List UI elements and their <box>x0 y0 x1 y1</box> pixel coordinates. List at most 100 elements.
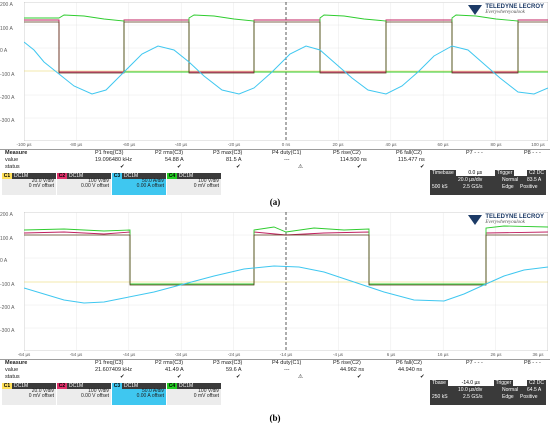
timebase-rate: 2.5 GS/s <box>463 184 483 190</box>
x-label: -80 µs <box>69 142 83 147</box>
param-header[interactable]: P3 max(C3) <box>213 150 243 156</box>
param-value: 114.500 ns <box>340 157 367 163</box>
param-header[interactable]: P7 - - - <box>466 360 483 366</box>
timebase-box[interactable]: Tbase -14.0 µs Trigger C2 DC 10.0 µs/div… <box>430 380 546 405</box>
param-header[interactable]: P2 rms(C3) <box>155 360 184 366</box>
measure-header-row: Measure P1 freq(C3) P2 rms(C3) P3 max(C3… <box>0 150 550 157</box>
param-header[interactable]: P4 duty(C1) <box>272 360 302 366</box>
y-label: 100 A <box>0 26 13 32</box>
status-icon: ✔ <box>420 164 425 170</box>
channel-offset: 0.00 V offset <box>81 183 109 190</box>
param-value: 115.477 ns <box>398 157 425 163</box>
param-header[interactable]: P4 duty(C1) <box>272 150 302 156</box>
channel-coupling: DC1M <box>122 383 166 389</box>
channel-box-C3[interactable]: C3 DC1M 50.0 A/div 0.00 A offset <box>112 383 166 405</box>
measure-table: Measure P1 freq(C3) P2 rms(C3) P3 max(C3… <box>0 360 550 384</box>
scope-panel-b: 200 A 100 A 0 A -100 A -200 A -300 A -64… <box>0 210 550 406</box>
measure-label: Measure <box>5 150 28 156</box>
logo-icon <box>468 215 483 225</box>
trigger-slope: Positive <box>520 184 538 190</box>
channel-box-C3[interactable]: C3 DC1M 50.0 A/div 0.00 A offset <box>112 173 166 195</box>
x-label: -100 µs <box>16 142 32 147</box>
trigger-label: Trigger <box>493 380 514 386</box>
channel-tag: C1 <box>2 173 12 179</box>
y-label: -100 A <box>0 72 15 78</box>
param-value: 81.5 A <box>226 157 242 163</box>
trigger-channel: C2 DC <box>526 380 546 386</box>
channel-box-C2[interactable]: C2 DC1M 100 V/div 0.00 V offset <box>57 383 111 405</box>
status-icon: ⚠ <box>298 164 303 170</box>
caption-a: (a) <box>269 197 281 207</box>
param-header[interactable]: P8 - - - <box>524 360 541 366</box>
timebase-delay: -14.0 µs <box>461 380 480 386</box>
channel-coupling: DC1M <box>67 383 111 389</box>
status-label: status <box>5 164 20 170</box>
timebase-box[interactable]: Timebase 0.0 µs Trigger C2 DC 20.0 µs/di… <box>430 170 546 195</box>
param-value: --- <box>284 157 290 163</box>
param-header[interactable]: P5 rise(C2) <box>333 360 361 366</box>
timebase-div: 10.0 µs/div <box>458 387 483 393</box>
x-label: 0 ns <box>281 142 291 147</box>
channel-box-C4[interactable]: C4 DC1M 100 V/div 0 mV offset <box>167 383 221 405</box>
param-header[interactable]: P1 freq(C3) <box>95 360 124 366</box>
channel-scale: 20.0 V/div <box>31 178 54 184</box>
status-icon: ✔ <box>357 164 362 170</box>
channel-box-C1[interactable]: C1 DC1M 20.0 V/div 0 mV offset <box>2 383 56 405</box>
param-value: 21.607409 kHz <box>95 367 132 373</box>
param-value: 44.962 ns <box>340 367 365 373</box>
logo-icon <box>468 5 483 15</box>
measure-header-row: Measure P1 freq(C3) P2 rms(C3) P3 max(C3… <box>0 360 550 367</box>
channel-scale: 100 V/div <box>198 178 219 184</box>
param-header[interactable]: P3 max(C3) <box>213 360 243 366</box>
timebase-div: 20.0 µs/div <box>458 177 483 183</box>
timebase-label: Tbase <box>430 380 448 386</box>
channel-scale: 50.0 A/div <box>142 388 164 394</box>
timebase-label: Timebase <box>430 170 456 176</box>
waveform-display[interactable] <box>24 2 548 141</box>
brand-name: TELEDYNE LECROY <box>485 214 544 220</box>
channel-offset: 0.00 A offset <box>136 393 164 400</box>
x-label: -14 µs <box>279 352 293 357</box>
brand-name: TELEDYNE LECROY <box>485 4 544 10</box>
channel-scale: 100 V/div <box>88 388 109 394</box>
channel-descriptors: C1 DC1M 20.0 V/div 0 mV offset C2 DC1M 100 … <box>2 173 222 195</box>
x-label: 6 µs <box>386 352 396 357</box>
channel-scale: 50.0 A/div <box>142 178 164 184</box>
param-header[interactable]: P1 freq(C3) <box>95 150 124 156</box>
brand-tagline: Everywhereyoulook <box>485 220 525 225</box>
measure-value-row: value 19.096480 kHz 54.88 A 81.5 A --- 1… <box>0 157 550 164</box>
x-label: 60 µs <box>437 142 449 147</box>
param-header[interactable]: P2 rms(C3) <box>155 150 184 156</box>
teledyne-lecroy-logo: TELEDYNE LECROY Everywhereyoulook <box>468 214 544 226</box>
param-header[interactable]: P8 - - - <box>524 150 541 156</box>
measure-status-row: status ✔ ✔ ✔ ⚠ ✔ ✔ <box>0 164 550 171</box>
trigger-level: 83.5 A <box>527 177 542 183</box>
x-label: 100 µs <box>531 142 545 147</box>
trigger-mode: Normal <box>502 387 519 393</box>
waveform-display[interactable] <box>24 212 548 351</box>
y-label: 200 A <box>0 2 13 8</box>
channel-coupling: DC1M <box>177 173 221 179</box>
y-label: 200 A <box>0 212 13 218</box>
param-value: 54.88 A <box>165 157 184 163</box>
divider <box>0 149 550 150</box>
param-header[interactable]: P5 rise(C2) <box>333 150 361 156</box>
x-label: -20 µs <box>227 142 241 147</box>
channel-box-C4[interactable]: C4 DC1M 100 V/div 0 mV offset <box>167 173 221 195</box>
channel-scale: 100 V/div <box>198 388 219 394</box>
status-label: status <box>5 374 20 380</box>
x-label: 16 µs <box>437 352 449 357</box>
param-header[interactable]: P6 fall(C2) <box>396 150 422 156</box>
trigger-type: Edge <box>502 394 514 400</box>
trigger-type: Edge <box>502 184 514 190</box>
channel-box-C1[interactable]: C1 DC1M 20.0 V/div 0 mV offset <box>2 173 56 195</box>
param-header[interactable]: P6 fall(C2) <box>396 360 422 366</box>
timebase-samples: 500 kS <box>432 184 448 190</box>
measure-table: Measure P1 freq(C3) P2 rms(C3) P3 max(C3… <box>0 150 550 174</box>
status-icon: ✔ <box>236 164 241 170</box>
param-header[interactable]: P7 - - - <box>466 150 483 156</box>
measure-label: Measure <box>5 360 28 366</box>
param-value: 41.49 A <box>165 367 184 373</box>
x-label: -54 µs <box>69 352 83 357</box>
channel-box-C2[interactable]: C2 DC1M 100 V/div 0.00 V offset <box>57 173 111 195</box>
